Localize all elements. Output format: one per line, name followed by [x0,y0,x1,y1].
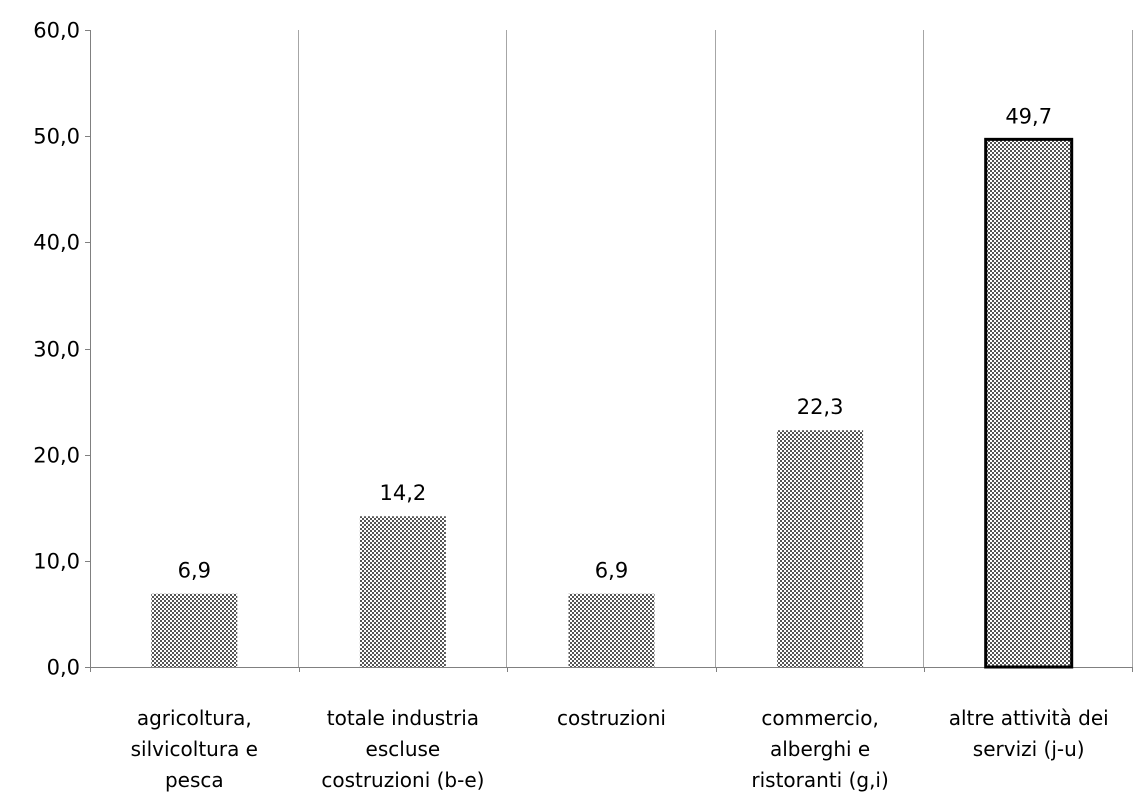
category-label-line: pesca [165,768,224,792]
category-label-line: totale industria [327,706,479,730]
y-tick-label: 40,0 [33,231,80,255]
category-label-line: servizi (j-u) [973,737,1085,761]
category-label-line: costruzioni (b-e) [321,768,484,792]
category-label: totale industria escluse costruzioni (b-e) [321,706,484,792]
category-label-line: commercio, [761,706,878,730]
category-label-line: alberghi e [770,737,870,761]
category-label: commercio, alberghi e ristoranti (g,i) [751,706,888,792]
y-tick-label: 50,0 [33,125,80,149]
category-label: agricoltura, silvicoltura e pesca [131,706,258,792]
bar [568,593,655,667]
category-label-line: costruzioni [557,706,666,730]
labels: 0,0 10,0 20,0 30,0 40,0 50,0 60,0 6,9 agricoltur… [33,19,1108,793]
data-label: 6,9 [595,559,628,583]
category-label: costruzioni [557,706,666,730]
y-tick-label: 20,0 [33,444,80,468]
data-label: 49,7 [1005,104,1052,128]
category-label-line: escluse [366,737,441,761]
data-label: 14,2 [380,481,427,505]
bar [151,593,238,667]
y-tick-label: 30,0 [33,338,80,362]
bar [359,516,446,667]
bar-highlighted [984,137,1074,669]
y-tick-label: 10,0 [33,550,80,574]
bars [151,137,1074,669]
y-tick-label: 60,0 [33,19,80,43]
data-label: 22,3 [797,395,844,419]
category-label-line: silvicoltura e [131,737,258,761]
data-label: 6,9 [178,559,211,583]
bar [777,430,864,667]
category-label-line: altre attività dei [949,706,1109,730]
category-label-line: ristoranti (g,i) [751,768,888,792]
category-label: altre attività dei servizi (j-u) [949,706,1109,761]
y-tick-label: 0,0 [47,656,80,680]
category-label-line: agricoltura, [137,706,252,730]
